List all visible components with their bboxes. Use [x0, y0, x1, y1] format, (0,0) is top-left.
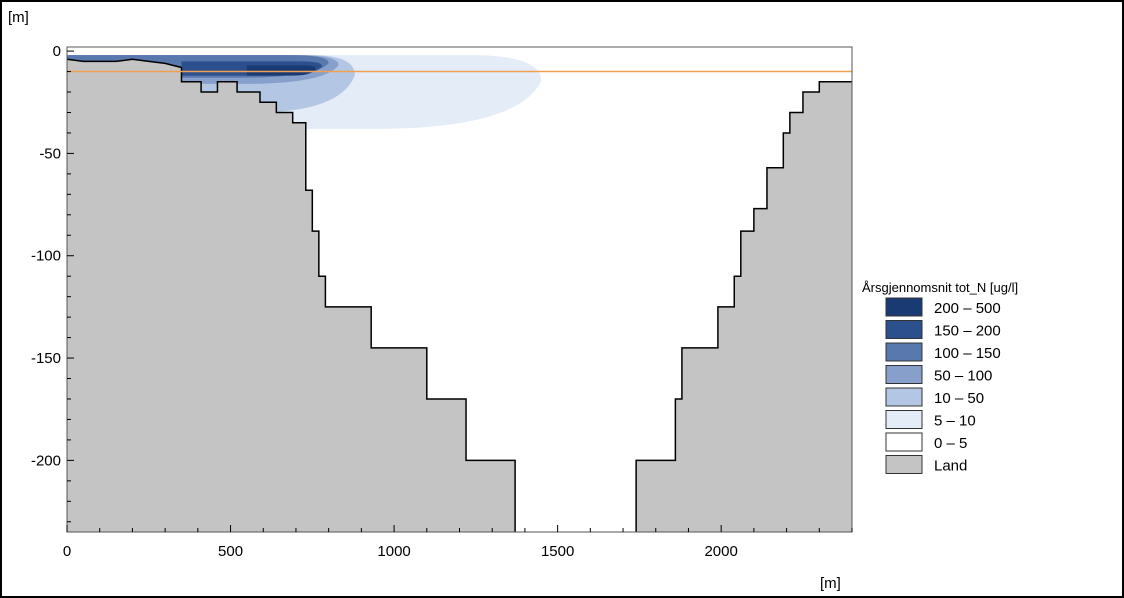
legend-label: 200 – 500: [934, 300, 1001, 317]
legend-swatch: [885, 455, 923, 474]
legend-swatch: [885, 365, 923, 384]
x-tick-label: 2000: [704, 543, 737, 560]
legend-label: 150 – 200: [934, 323, 1001, 340]
legend-title: Årsgjennomsnit tot_N [ug/l]: [862, 280, 1018, 295]
x-axis-label: [m]: [820, 575, 841, 592]
legend-label: 50 – 100: [934, 368, 992, 385]
land-right-outline: [635, 81, 852, 532]
axes: 0 500 1000 1500 2000 0 -50 -100 -150 -200: [31, 43, 853, 560]
plume-layer-5: [246, 65, 316, 76]
legend-label: Land: [934, 458, 967, 475]
land-right-fill: [636, 81, 852, 532]
y-tick-label: -50: [39, 145, 61, 162]
legend-label: 100 – 150: [934, 345, 1001, 362]
land-left-outline: [66, 58, 516, 532]
legend-swatch: [885, 432, 923, 452]
legend-label: 5 – 10: [934, 413, 976, 430]
y-tick-label: 0: [53, 43, 61, 60]
legend: Årsgjennomsnit tot_N [ug/l] 200 – 500 150…: [862, 280, 1018, 475]
legend-label: 10 – 50: [934, 390, 984, 407]
plot-area: [66, 47, 852, 533]
y-axis-label: [m]: [8, 9, 29, 26]
legend-swatch: [885, 320, 923, 339]
legend-swatch: [885, 297, 923, 317]
y-tick-label: -100: [31, 248, 61, 265]
legend-swatch: [885, 410, 923, 429]
x-tick-label: 500: [218, 543, 243, 560]
legend-label: 0 – 5: [934, 435, 967, 452]
y-tick-label: -200: [31, 452, 61, 469]
legend-swatch: [885, 387, 923, 407]
x-tick-label: 0: [63, 543, 71, 560]
y-tick-label: -150: [31, 350, 61, 367]
land-left-fill: [67, 59, 516, 533]
legend-swatch: [885, 342, 923, 362]
x-tick-label: 1500: [541, 543, 574, 560]
x-tick-label: 1000: [377, 543, 410, 560]
